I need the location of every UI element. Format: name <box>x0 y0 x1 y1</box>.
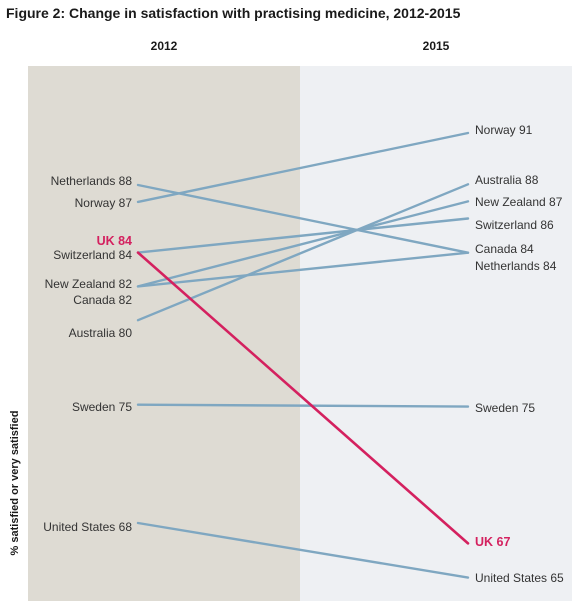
label-2015-sweden: Sweden 75 <box>475 401 535 415</box>
series-lines <box>136 131 470 579</box>
label-2012-australia: Australia 80 <box>69 326 133 340</box>
label-2012-sweden: Sweden 75 <box>72 400 132 414</box>
series-line-sweden <box>136 403 470 408</box>
labels-2012: Netherlands 88 Norway 87 UK 84Switzerland … <box>43 174 132 534</box>
label-2015-netherlands: Netherlands 84 <box>475 259 557 273</box>
label-2012-new-zealand: New Zealand 82 <box>45 277 133 291</box>
label-2015-united-states: United States 65 <box>475 571 564 585</box>
label-2012-switzerland: Switzerland 84 <box>53 248 132 262</box>
label-2015-uk: UK 67 <box>475 535 510 549</box>
label-2015-switzerland: Switzerland 86 <box>475 218 554 232</box>
series-line-united-states <box>136 521 470 579</box>
label-2015-australia: Australia 88 <box>475 173 539 187</box>
series-line-australia <box>136 183 470 322</box>
year-label-2015: 2015 <box>423 39 450 53</box>
label-2012-canada: Canada 82 <box>73 293 132 307</box>
label-2015-norway: Norway 91 <box>475 123 533 137</box>
label-2015-canada: Canada 84 <box>475 242 534 256</box>
label-2012-netherlands: Netherlands 88 <box>51 174 133 188</box>
series-line-uk <box>136 251 470 545</box>
labels-2015: Norway 91 Australia 88 New Zealand 87 Switz… <box>475 123 564 585</box>
label-2012-uk: UK 84 <box>97 234 132 248</box>
label-2012-norway: Norway 87 <box>75 196 133 210</box>
series-line-new-zealand <box>136 200 470 288</box>
panel-2015 <box>300 66 572 601</box>
year-label-2012: 2012 <box>151 39 178 53</box>
panel-2012 <box>28 66 300 601</box>
series-line-canada <box>136 251 470 288</box>
y-axis-label: % satisfied or very satisfied <box>9 411 21 556</box>
series-line-netherlands <box>136 183 470 254</box>
series-line-switzerland <box>136 217 470 254</box>
chart-title: Figure 2: Change in satisfaction with pr… <box>6 5 461 21</box>
label-2015-new-zealand: New Zealand 87 <box>475 195 563 209</box>
label-2012-united-states: United States 68 <box>43 520 132 534</box>
series-line-norway <box>136 131 470 204</box>
